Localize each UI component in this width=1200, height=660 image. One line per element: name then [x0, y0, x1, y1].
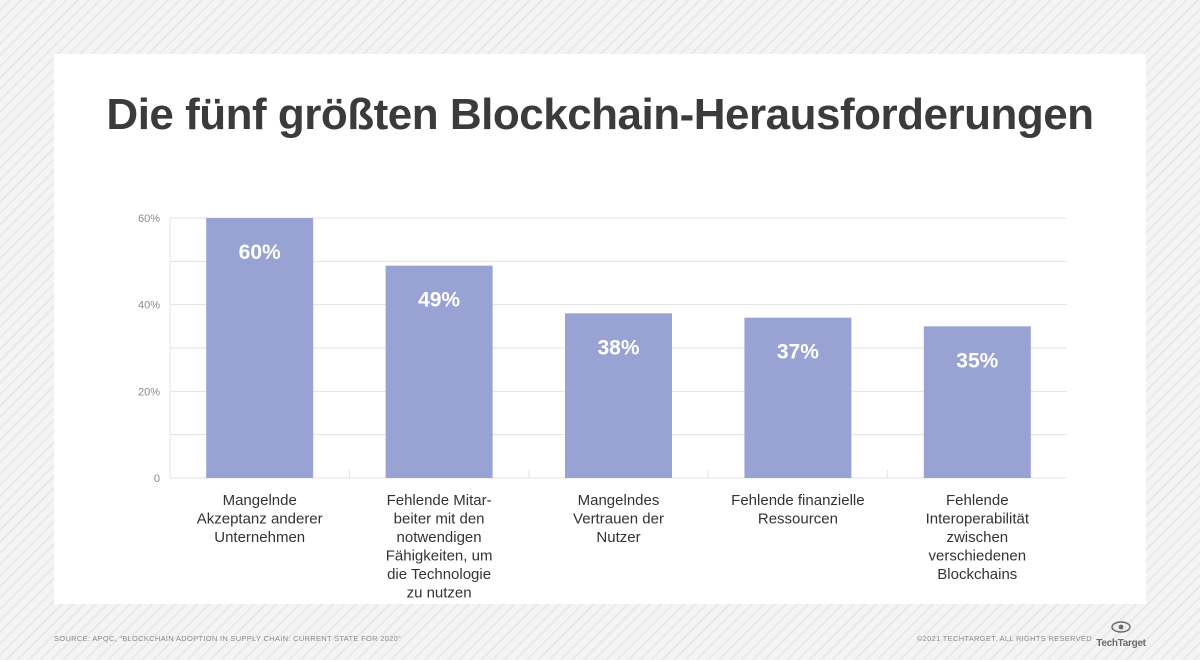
category-label-line: Fähigkeiten, um: [386, 548, 493, 565]
chart-title: Die fünf größten Blockchain-Herausforder…: [106, 90, 1094, 139]
category-label-line: Fehlende: [946, 492, 1009, 509]
category-label-line: Mangelnde: [223, 492, 297, 509]
category-label-line: Ressourcen: [758, 511, 838, 528]
category-label: Mangelndes Vertrauen der Nutzer: [573, 492, 664, 546]
bar-value-label: 35%: [956, 349, 998, 372]
bar-value-label: 49%: [418, 289, 460, 312]
y-tick-label: 0: [154, 473, 160, 485]
category-label-line: Vertrauen der: [573, 511, 664, 528]
category-label-line: verschiedenen: [929, 548, 1027, 565]
category-label-line: Fehlende finanzielle: [731, 492, 864, 509]
bar: [565, 313, 672, 478]
category-label-line: notwendigen: [397, 529, 482, 546]
category-label: Fehlende Mitar-beiter mit den notwendigen…: [386, 492, 493, 602]
category-label-line: Blockchains: [937, 566, 1017, 583]
bar: [206, 218, 314, 478]
techtarget-logo: TechTarget: [1096, 620, 1146, 649]
category-label-line: die Technologie: [387, 566, 491, 583]
y-tick-label: 40%: [138, 300, 160, 312]
bar-value-label: 38%: [597, 336, 639, 359]
category-label-line: zu nutzen: [407, 585, 472, 602]
category-label: Fehlende Interoperabilität zwischen verschi…: [926, 492, 1030, 583]
bar: [744, 317, 852, 478]
copyright-note: ©2021 TECHTARGET. ALL RIGHTS RESERVED: [916, 634, 1092, 643]
y-tick-label: 60%: [138, 213, 160, 225]
category-label-line: Unternehmen: [214, 529, 305, 546]
source-note: SOURCE: APQC, “BLOCKCHAIN ADOPTION IN SU…: [54, 634, 401, 643]
category-label: Fehlende finanzielle Ressourcen: [731, 492, 864, 528]
category-label-line: Interoperabilität: [926, 511, 1030, 528]
category-label-line: beiter mit den: [394, 511, 485, 528]
eye-icon: [1111, 621, 1131, 633]
y-tick-label: 20%: [138, 386, 160, 398]
bar: [385, 265, 493, 478]
category-label-line: zwischen: [946, 529, 1008, 546]
category-label: Mangelnde Akzeptanz anderer Unternehmen: [197, 492, 323, 546]
category-label-line: Akzeptanz anderer: [197, 511, 323, 528]
logo-text: TechTarget: [1096, 638, 1146, 649]
category-label-line: Fehlende Mitar-: [387, 492, 492, 509]
category-label-line: Mangelndes: [578, 492, 660, 509]
category-label-line: Nutzer: [596, 529, 640, 546]
bar-value-label: 60%: [239, 241, 281, 264]
bar: [923, 326, 1031, 478]
bar-value-label: 37%: [777, 341, 819, 364]
